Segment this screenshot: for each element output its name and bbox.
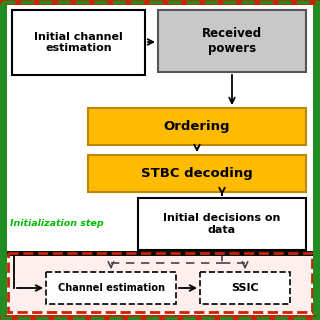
Bar xyxy=(200,272,290,304)
Text: Ordering: Ordering xyxy=(164,120,230,133)
Bar xyxy=(88,108,306,145)
Bar xyxy=(88,155,306,192)
Bar xyxy=(0,315,320,320)
Bar xyxy=(8,253,312,312)
Text: SSIC: SSIC xyxy=(231,283,259,293)
Text: Received
powers: Received powers xyxy=(202,27,262,55)
Bar xyxy=(138,198,306,250)
Text: Initial decisions on
data: Initial decisions on data xyxy=(163,213,281,235)
Bar xyxy=(12,10,145,75)
Bar xyxy=(8,0,312,253)
Bar xyxy=(8,253,312,312)
Text: STBC decoding: STBC decoding xyxy=(141,167,253,180)
Bar xyxy=(0,0,320,5)
Bar xyxy=(158,10,306,72)
Text: Initial channel
estimation: Initial channel estimation xyxy=(34,32,123,53)
Text: Channel estimation: Channel estimation xyxy=(58,283,164,293)
Text: Initialization step: Initialization step xyxy=(10,219,104,228)
Bar xyxy=(0,0,7,320)
Bar xyxy=(313,0,320,320)
Bar xyxy=(46,272,176,304)
